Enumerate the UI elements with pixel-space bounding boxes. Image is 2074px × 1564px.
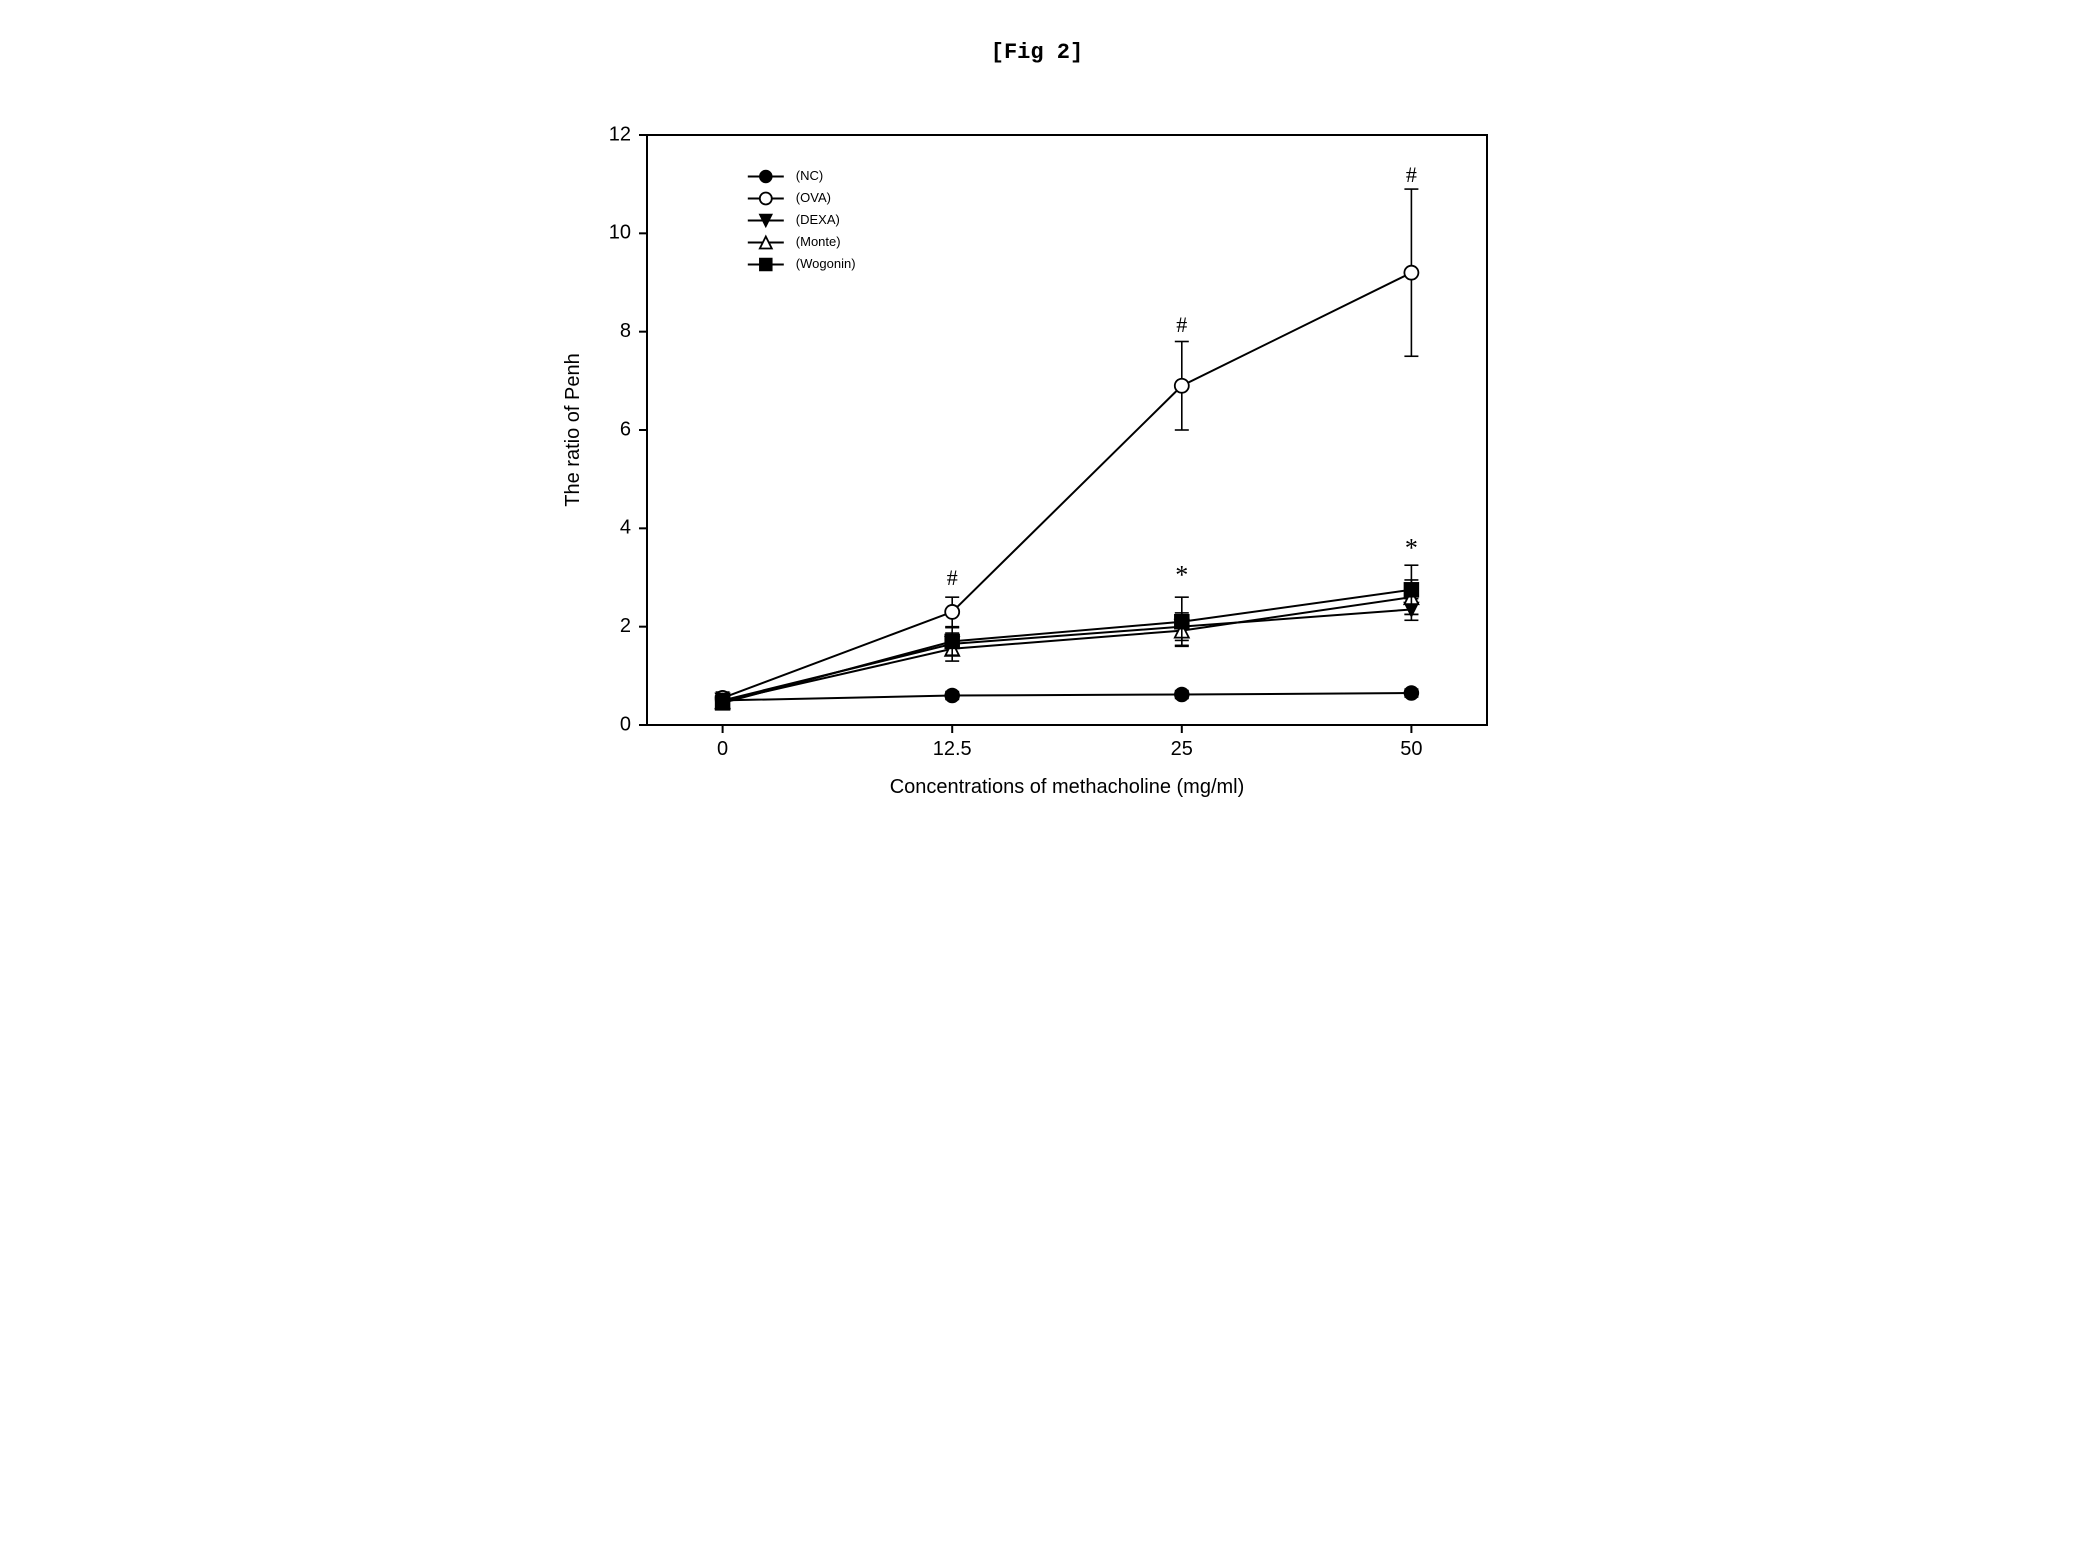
x-tick-label: 25 bbox=[1171, 738, 1193, 760]
legend-label: (Monte) bbox=[796, 234, 841, 249]
legend-label: (DEXA) bbox=[796, 212, 840, 227]
annotation: # bbox=[1176, 312, 1187, 337]
x-axis-label: Concentrations of methacholine (mg/ml) bbox=[890, 776, 1245, 798]
legend: (NC) (OVA) (DEXA) (Monte) (Wogonin) bbox=[748, 168, 856, 271]
legend-label: (NC) bbox=[796, 168, 823, 183]
y-tick-label: 4 bbox=[620, 517, 631, 539]
x-tick-label: 12.5 bbox=[933, 738, 972, 760]
x-tick-label: 0 bbox=[717, 738, 728, 760]
series bbox=[716, 580, 1419, 708]
annotation: # bbox=[1406, 162, 1417, 187]
legend-label: (Wogonin) bbox=[796, 256, 856, 271]
annotation: # bbox=[947, 565, 958, 590]
annotation: * bbox=[1175, 560, 1188, 589]
y-tick-label: 0 bbox=[620, 713, 631, 735]
y-tick-label: 12 bbox=[609, 123, 631, 145]
series bbox=[716, 599, 1419, 708]
y-tick-label: 8 bbox=[620, 320, 631, 342]
figure-title: [Fig 2] bbox=[537, 40, 1537, 65]
penh-line-chart: 0 2 4 6 8 10 12 0 12.5 25 50 The ratio of Penh Conce… bbox=[537, 95, 1537, 815]
x-tick-label: 50 bbox=[1400, 738, 1422, 760]
y-axis-label: The ratio of Penh bbox=[562, 353, 584, 506]
y-tick-label: 6 bbox=[620, 418, 631, 440]
series bbox=[716, 686, 1419, 707]
figure-container: [Fig 2] 0 2 4 6 8 10 12 0 12.5 25 50 The ratio of P… bbox=[537, 40, 1537, 815]
legend-label: (OVA) bbox=[796, 190, 831, 205]
y-tick-label: 2 bbox=[620, 615, 631, 637]
annotation: * bbox=[1405, 533, 1418, 562]
series bbox=[716, 565, 1419, 710]
y-tick-label: 10 bbox=[609, 222, 631, 244]
